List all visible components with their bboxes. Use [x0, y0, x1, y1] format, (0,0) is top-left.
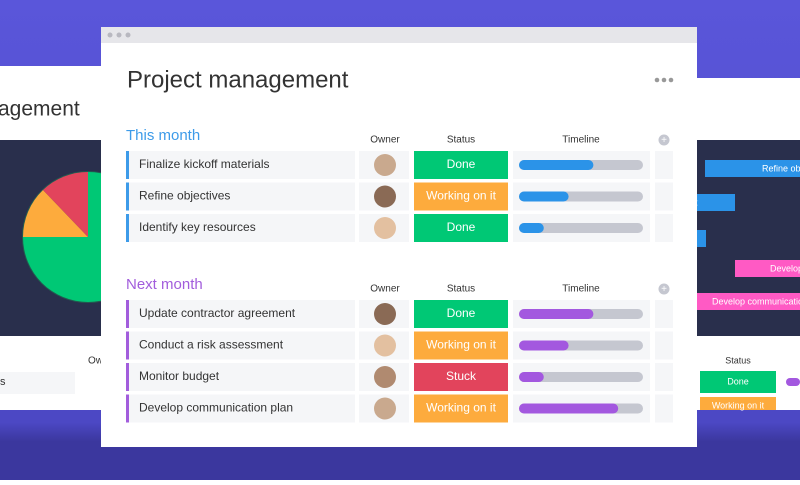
window-dot	[125, 32, 131, 38]
extra-cell	[655, 182, 673, 211]
column-header: Status	[447, 284, 475, 295]
timeline-fill	[519, 403, 619, 414]
timeline-track	[519, 223, 643, 233]
window-bar	[101, 27, 697, 43]
main-title: Project management	[127, 66, 349, 93]
row-indicator	[126, 151, 129, 179]
gantt-bar	[697, 293, 800, 310]
owner-avatar[interactable]	[374, 366, 396, 388]
add-column-icon: +	[661, 284, 667, 295]
status-label: Working on it	[426, 189, 496, 203]
add-column-icon: +	[661, 135, 667, 146]
extra-cell	[655, 300, 673, 328]
extra-cell	[655, 214, 673, 242]
status-label: Working on it	[426, 401, 496, 415]
timeline-fill	[519, 160, 594, 170]
row-bg	[126, 363, 355, 391]
timeline-fill	[519, 340, 569, 351]
row-indicator	[126, 182, 129, 211]
owner-avatar[interactable]	[374, 217, 396, 239]
status-label: Working on it	[426, 338, 496, 352]
left-column: Own	[88, 356, 109, 367]
extra-cell	[655, 363, 673, 391]
status-cell[interactable]	[414, 394, 508, 423]
row-bg	[126, 182, 355, 211]
timeline-track	[519, 372, 643, 382]
row-indicator	[126, 300, 129, 328]
gantt-bar	[705, 160, 800, 177]
column-header: Timeline	[562, 135, 600, 146]
owner-avatar[interactable]	[374, 154, 396, 176]
task-name[interactable]: Develop communication plan	[139, 401, 293, 415]
row-indicator	[126, 363, 129, 391]
column-header: Owner	[370, 135, 400, 146]
row-indicator	[126, 331, 129, 360]
timeline-fill	[519, 191, 569, 202]
gantt-label: Develop communication	[712, 296, 800, 306]
window-dot	[107, 32, 113, 38]
right-status-label: Working on it	[712, 400, 765, 410]
right-status	[700, 371, 776, 393]
status-cell[interactable]	[414, 300, 508, 328]
column-header: Timeline	[562, 284, 600, 295]
group-title[interactable]: This month	[126, 127, 200, 144]
gantt-label: Develop	[770, 263, 800, 273]
status-cell[interactable]	[414, 151, 508, 179]
gantt-bar	[735, 260, 800, 277]
row-bg	[126, 394, 355, 423]
timeline-fill	[519, 309, 594, 319]
left-title: agement	[0, 98, 80, 121]
owner-avatar[interactable]	[374, 334, 396, 357]
status-label: Done	[447, 220, 476, 234]
left-cell: s	[0, 376, 6, 388]
window-dot	[116, 32, 122, 38]
status-cell[interactable]	[414, 214, 508, 242]
status-cell[interactable]	[414, 331, 508, 360]
status-label: Done	[447, 306, 476, 320]
task-name[interactable]: Update contractor agreement	[139, 306, 296, 320]
add-column[interactable]	[658, 134, 670, 146]
task-name[interactable]: Identify key resources	[139, 220, 256, 234]
status-label: Done	[447, 157, 476, 171]
task-name[interactable]: Conduct a risk assessment	[139, 338, 284, 352]
row-indicator	[126, 214, 129, 242]
status-label: Stuck	[446, 369, 477, 383]
row-bg	[126, 214, 355, 242]
timeline-fill	[519, 223, 544, 233]
extra-cell	[655, 394, 673, 423]
owner-avatar[interactable]	[374, 303, 396, 325]
extra-cell	[655, 151, 673, 179]
owner-avatar[interactable]	[374, 185, 396, 208]
left-row	[0, 372, 75, 394]
row-bg	[126, 300, 355, 328]
right-column: Status	[725, 355, 751, 365]
row-bg	[126, 331, 355, 360]
column-header: Owner	[370, 284, 400, 295]
right-status-label: Done	[727, 376, 749, 386]
task-name[interactable]: Monitor budget	[139, 369, 220, 383]
status-cell[interactable]	[414, 182, 508, 211]
row-bg	[126, 151, 355, 179]
gantt-label: Refine obj	[762, 163, 800, 173]
row-indicator	[126, 394, 129, 423]
add-column[interactable]	[658, 283, 670, 295]
task-name[interactable]: Finalize kickoff materials	[139, 157, 270, 171]
timeline-fill	[519, 372, 544, 382]
task-name[interactable]: Refine objectives	[139, 189, 230, 203]
right-timeline	[786, 378, 800, 386]
pie-slice	[43, 171, 88, 237]
more-menu[interactable]	[654, 77, 674, 83]
group-title[interactable]: Next month	[126, 276, 203, 293]
right-status	[700, 397, 776, 410]
pie-slice	[22, 190, 88, 237]
extra-cell	[655, 331, 673, 360]
status-cell[interactable]	[414, 363, 508, 391]
column-header: Status	[447, 135, 475, 146]
owner-avatar[interactable]	[374, 397, 396, 420]
